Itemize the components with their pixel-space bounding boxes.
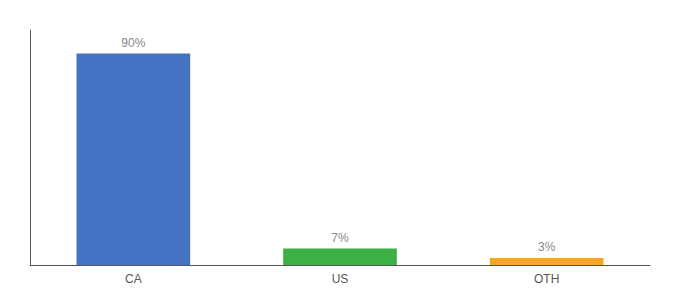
svg-text:US: US [332, 272, 349, 286]
svg-text:OTH: OTH [534, 272, 559, 286]
svg-text:7%: 7% [331, 231, 349, 245]
svg-text:3%: 3% [538, 240, 556, 254]
svg-text:90%: 90% [121, 36, 145, 50]
svg-text:CA: CA [125, 272, 142, 286]
